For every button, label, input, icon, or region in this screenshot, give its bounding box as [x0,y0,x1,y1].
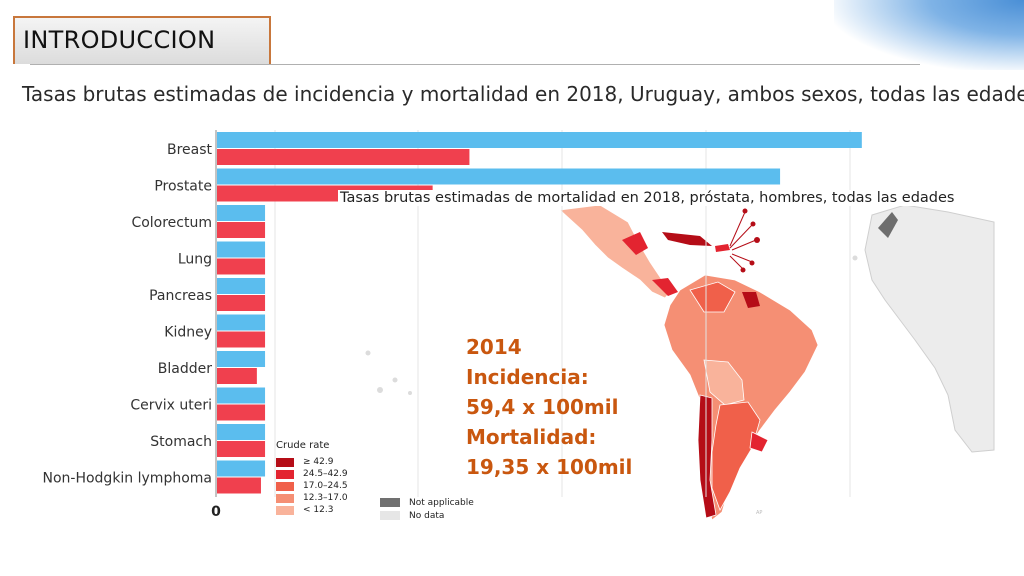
legend-swatch [276,469,294,479]
stats-year: 2014 [466,335,522,359]
legend-item-3: 12.3–17.0 [276,492,348,504]
incidence-bar-5 [217,314,266,331]
category-label-7: Cervix uteri [130,398,212,414]
incidence-bar-7 [217,387,266,404]
uruguay-region [749,431,769,453]
bolivia-region [703,359,745,406]
category-label-4: Pancreas [149,288,212,304]
incidence-bar-0 [217,132,862,148]
legend-item-0: ≥ 42.9 [276,456,348,468]
legend-extra-item-1: No data [380,509,474,522]
category-label-6: Bladder [158,361,212,377]
island [750,221,756,227]
legend-label: 12.3–17.0 [303,493,348,503]
stats-panel: 2014 Incidencia: 59,4 x 100mil Mortalida… [466,332,632,482]
island [392,377,398,383]
legend-label: < 12.3 [303,505,334,515]
mortality-bar-8 [217,441,266,457]
category-label-1: Prostate [154,179,212,195]
island [852,255,858,261]
map-attribution: AP [756,510,762,516]
legend-label: 17.0–24.5 [303,481,348,491]
venezuela-region [689,281,736,313]
corner-decoration [834,0,1024,70]
chile-region [697,394,717,519]
legend-swatch [276,457,294,467]
mortality-bar-6 [217,368,257,384]
legend-extra-item-0: Not applicable [380,496,474,509]
legend-title: Crude rate [276,440,330,451]
map-title: Tasas brutas estimadas de mortalidad en … [338,190,957,206]
legend-swatch [380,498,400,507]
mortality-bar-3 [217,258,266,275]
category-label-5: Kidney [164,325,212,341]
island [754,237,760,243]
incidence-bar-2 [217,205,266,221]
guiana-region [742,292,760,308]
incidence-bar-6 [217,351,266,367]
incidence-bar-8 [217,424,266,440]
caribbean-callouts [729,211,757,271]
title-rule [30,64,920,65]
category-label-9: Non-Hodgkin lymphoma [42,471,212,487]
mortality-label: Mortalidad: [466,425,597,449]
caribbean-island [662,232,712,246]
incidence-label: Incidencia: [466,365,589,389]
legend-swatch [276,481,294,491]
map-legend: Crude rate ≥ 42.9 24.5–42.9 17.0–24.5 12.3–… [276,440,348,516]
mortality-bar-4 [217,295,266,311]
chart-heading: Tasas brutas estimadas de incidencia y m… [22,82,1024,106]
central-america-region-2 [652,278,678,296]
mortality-bar-2 [217,222,266,238]
category-label-3: Lung [178,252,212,268]
legend-item-4: < 12.3 [276,504,348,516]
mortality-value: 19,35 x 100mil [466,455,633,479]
central-america-region [622,232,648,255]
slide-title-box: INTRODUCCION [13,16,271,64]
mortality-bar-7 [217,404,266,421]
argentina-region [711,401,761,511]
incidence-bar-1 [217,168,781,185]
category-label-0: Breast [167,142,213,158]
africa-landmass [864,204,995,453]
legend-swatch [276,493,294,503]
legend-label: 24.5–42.9 [303,469,348,479]
legend-item-2: 17.0–24.5 [276,480,348,492]
not-applicable-region [878,212,898,238]
legend-swatch [276,505,294,515]
incidence-bar-4 [217,278,266,294]
x-tick-label: 0 [211,504,221,520]
mortality-bar-0 [217,149,470,165]
incidence-bar-3 [217,241,266,258]
island [749,260,755,266]
category-label-2: Colorectum [131,215,212,231]
mortality-bar-5 [217,331,266,348]
legend-label: No data [409,510,445,521]
legend-label: ≥ 42.9 [303,457,334,467]
incidence-value: 59,4 x 100mil [466,395,619,419]
incidence-bar-9 [217,460,266,477]
legend-swatch [380,511,400,520]
island [377,387,383,393]
bar-chart: Breast Prostate Colorectum Lung Pancreas Kidn… [42,130,862,520]
legend-item-1: 24.5–42.9 [276,468,348,480]
legend-label: Not applicable [409,497,474,508]
island [740,267,746,273]
mortality-bar-9 [217,477,261,494]
map-legend-extra: Not applicable No data [380,496,474,522]
island [742,208,748,214]
slide-title: INTRODUCCION [23,26,216,54]
category-label-8: Stomach [150,434,212,450]
island [408,391,412,395]
mexico-region [559,204,673,299]
island [365,350,371,356]
caribbean-island-2 [715,244,730,252]
